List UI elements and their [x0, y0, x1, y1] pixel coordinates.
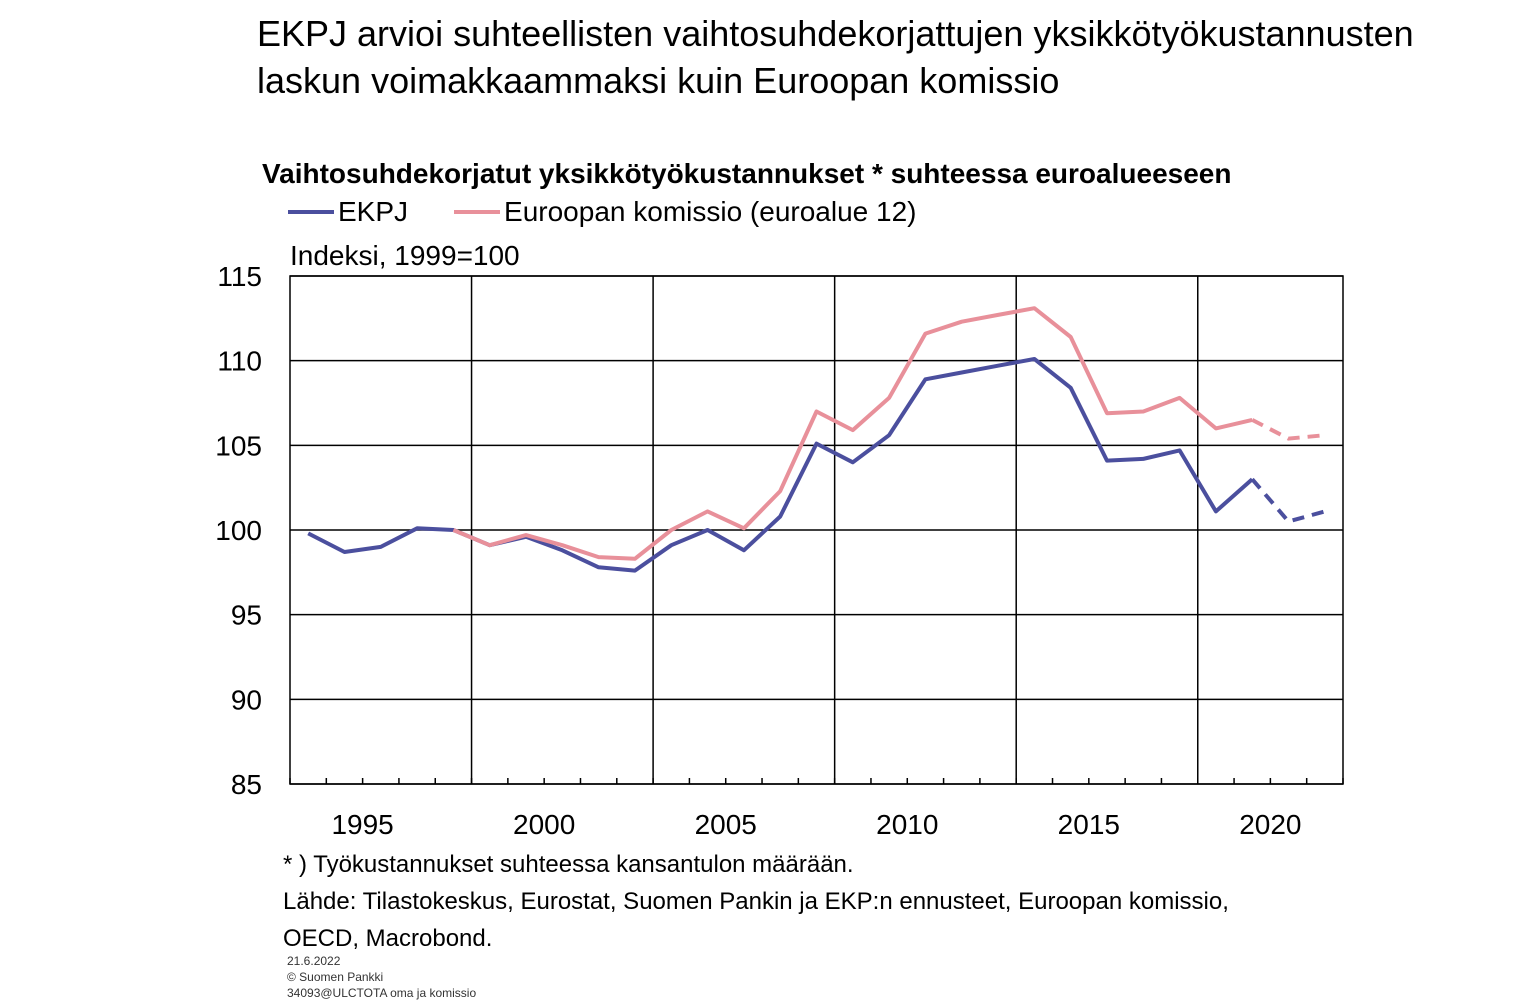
- chart-notes: * ) Työkustannukset suhteessa kansantulo…: [283, 846, 1229, 957]
- source-line-1: Lähde: Tilastokeskus, Eurostat, Suomen P…: [283, 888, 1229, 915]
- series-forecast-line-komissio: [1251, 418, 1325, 441]
- legend-item-komissio: Euroopan komissio (euroalue 12): [454, 196, 916, 228]
- x-tick-label-2020: 2020: [1239, 809, 1301, 840]
- y-tick-label-100: 100: [215, 515, 262, 546]
- copyright: © Suomen Pankki: [287, 970, 384, 984]
- y-tick-label-90: 90: [231, 684, 262, 715]
- y-tick-label-85: 85: [231, 769, 262, 800]
- footnote: * ) Työkustannukset suhteessa kansantulo…: [283, 851, 854, 878]
- x-tick-label-2015: 2015: [1058, 809, 1120, 840]
- y-tick-label-105: 105: [215, 430, 262, 461]
- chart-meta: 21.6.2022 © Suomen Pankki 34093@ULCTOTA …: [287, 953, 476, 1001]
- chart-subtitle: Vaihtosuhdekorjatut yksikkötyökustannuks…: [262, 158, 1232, 189]
- legend-swatch-komissio: [454, 210, 501, 214]
- legend-swatch-ekpj: [288, 210, 334, 214]
- publish-date: 21.6.2022: [287, 954, 341, 968]
- y-tick-label-95: 95: [231, 600, 262, 631]
- x-tick-label-1995: 1995: [331, 809, 393, 840]
- series-line-ekpj: [307, 357, 1254, 573]
- y-tick-label-115: 115: [217, 261, 262, 292]
- legend: EKPJ Euroopan komissio (euroalue 12): [288, 196, 962, 228]
- legend-item-ekpj: EKPJ: [288, 196, 408, 228]
- series-line-komissio: [452, 306, 1253, 561]
- legend-label-ekpj: EKPJ: [338, 196, 409, 227]
- plot-frame: [289, 275, 1344, 785]
- x-tick-label-2010: 2010: [876, 809, 938, 840]
- legend-label-komissio: Euroopan komissio (euroalue 12): [504, 196, 917, 227]
- x-tick-label-2005: 2005: [695, 809, 757, 840]
- chart-title: EKPJ arvioi suhteellisten vaihtosuhdekor…: [257, 13, 1414, 101]
- chart-code: 34093@ULCTOTA oma ja komissio: [287, 986, 477, 1000]
- x-tick-label-2000: 2000: [513, 809, 575, 840]
- source-line-2: OECD, Macrobond.: [283, 925, 493, 952]
- series-forecast-line-ekpj: [1250, 477, 1326, 524]
- y-tick-label-110: 110: [217, 346, 262, 377]
- y-axis-unit-label: Indeksi, 1999=100: [290, 240, 520, 271]
